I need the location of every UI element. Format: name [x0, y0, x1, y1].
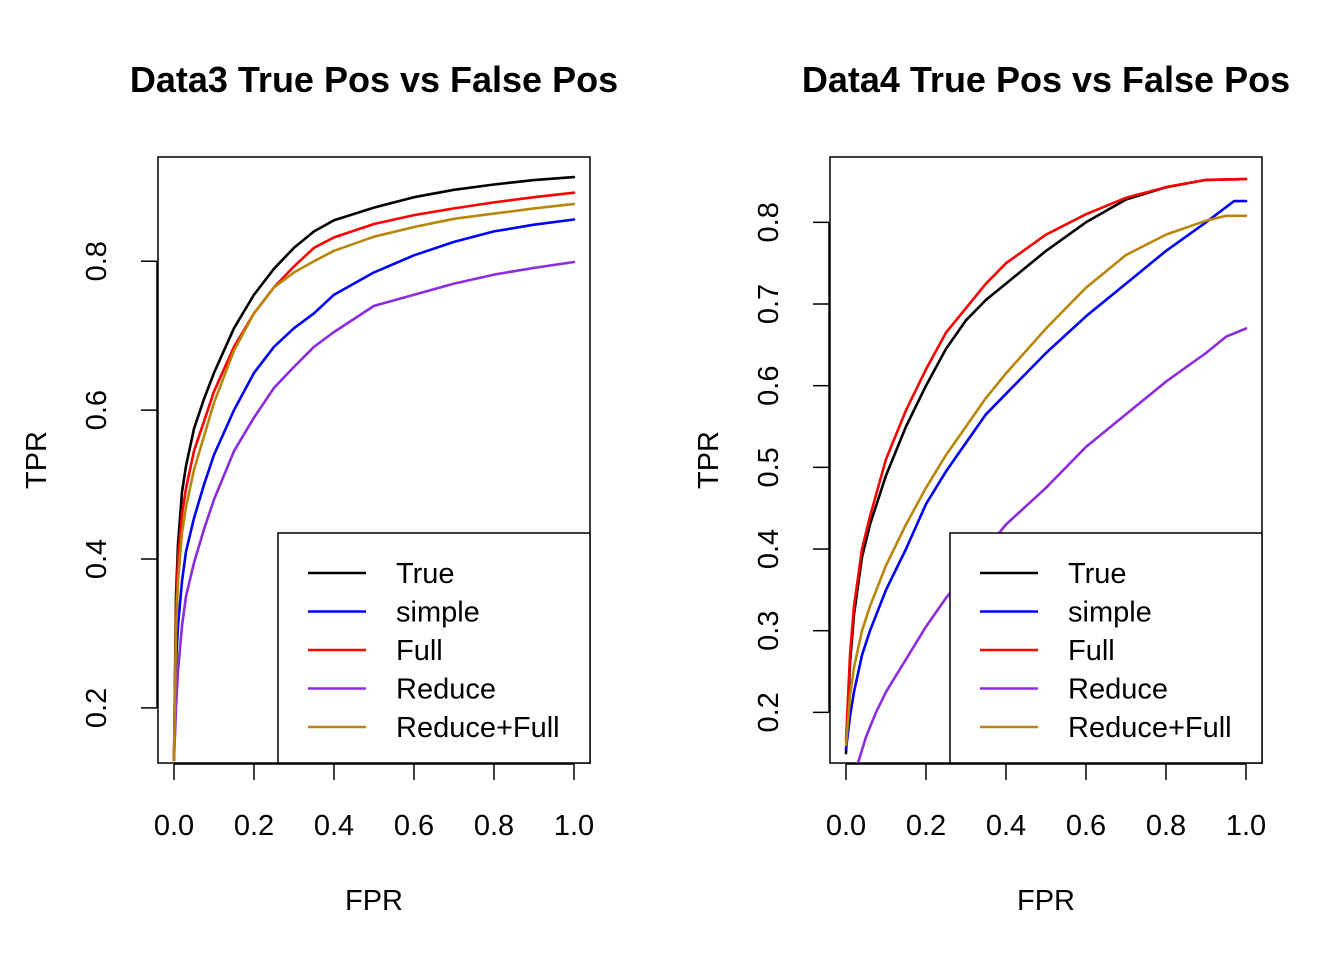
x-tick-label: 0.8 — [1146, 810, 1186, 842]
legend: True simple Full Reduce Reduce+Full — [949, 532, 1263, 764]
x-tick-label: 0.4 — [314, 810, 354, 842]
x-tick-label: 0.2 — [906, 810, 946, 842]
chart-title: Data4 True Pos vs False Pos — [802, 59, 1290, 100]
legend-label: Reduce — [1068, 674, 1168, 706]
legend-label: True — [396, 558, 455, 590]
x-tick-label: 0.6 — [394, 810, 434, 842]
x-tick-label: 0.6 — [1066, 810, 1106, 842]
y-tick-label: 0.6 — [753, 366, 785, 406]
series-line-simple — [844, 199, 1248, 751]
legend-box — [949, 532, 1263, 764]
x-tick-label: 0.8 — [474, 810, 514, 842]
y-tick-label: 0.6 — [81, 390, 113, 430]
plot-area: 0.0 0.2 0.4 0.6 0.8 1.0 0.2 0.4 0.6 0.8 True simple… — [81, 156, 594, 842]
legend-label: Reduce — [396, 674, 496, 706]
series-line-simple — [172, 218, 576, 762]
y-tick-label: 0.3 — [753, 611, 785, 651]
chart-panel-data4: Data4 True Pos vs False Pos FPR TPR 0.0 0… — [693, 59, 1290, 917]
x-tick-label: 0.4 — [986, 810, 1026, 842]
x-tick-label: 0.0 — [826, 810, 866, 842]
x-tick-label: 0.2 — [234, 810, 274, 842]
legend-label: Full — [396, 635, 443, 667]
y-tick-label: 0.8 — [753, 202, 785, 242]
y-tick-label: 0.2 — [81, 688, 113, 728]
y-tick-label: 0.2 — [753, 692, 785, 732]
legend-label: Reduce+Full — [396, 712, 560, 744]
x-tick-label: 1.0 — [554, 810, 594, 842]
legend-label: simple — [396, 597, 480, 629]
y-tick-label: 0.5 — [753, 447, 785, 487]
y-tick-label: 0.4 — [753, 529, 785, 569]
series-group — [172, 175, 576, 762]
legend-label: Reduce+Full — [1068, 712, 1232, 744]
chart-panel-data3: Data3 True Pos vs False Pos FPR TPR 0.0 0… — [21, 59, 618, 917]
legend-label: True — [1068, 558, 1127, 590]
y-tick-label: 0.4 — [81, 539, 113, 579]
y-tick-label: 0.8 — [81, 241, 113, 281]
legend-label: simple — [1068, 597, 1152, 629]
x-tick-label: 0.0 — [154, 810, 194, 842]
y-axis-label: TPR — [21, 431, 53, 489]
y-axis-label: TPR — [693, 431, 725, 489]
series-line-true — [172, 175, 576, 762]
legend: True simple Full Reduce Reduce+Full — [277, 532, 591, 764]
series-line-reduce-full — [844, 214, 1248, 747]
x-axis-label: FPR — [1017, 885, 1075, 917]
series-line-full — [844, 177, 1248, 743]
legend-label: Full — [1068, 635, 1115, 667]
x-axis-label: FPR — [345, 885, 403, 917]
series-line-reduce — [172, 260, 576, 762]
legend-box — [277, 532, 591, 764]
series-line-reduce-full — [172, 202, 576, 762]
x-tick-label: 1.0 — [1226, 810, 1266, 842]
plot-area: 0.0 0.2 0.4 0.6 0.8 1.0 0.2 0.3 0.4 0.5 0.6 0.7 0.8 T… — [753, 156, 1266, 842]
chart-title: Data3 True Pos vs False Pos — [130, 59, 618, 100]
y-tick-label: 0.7 — [753, 284, 785, 324]
